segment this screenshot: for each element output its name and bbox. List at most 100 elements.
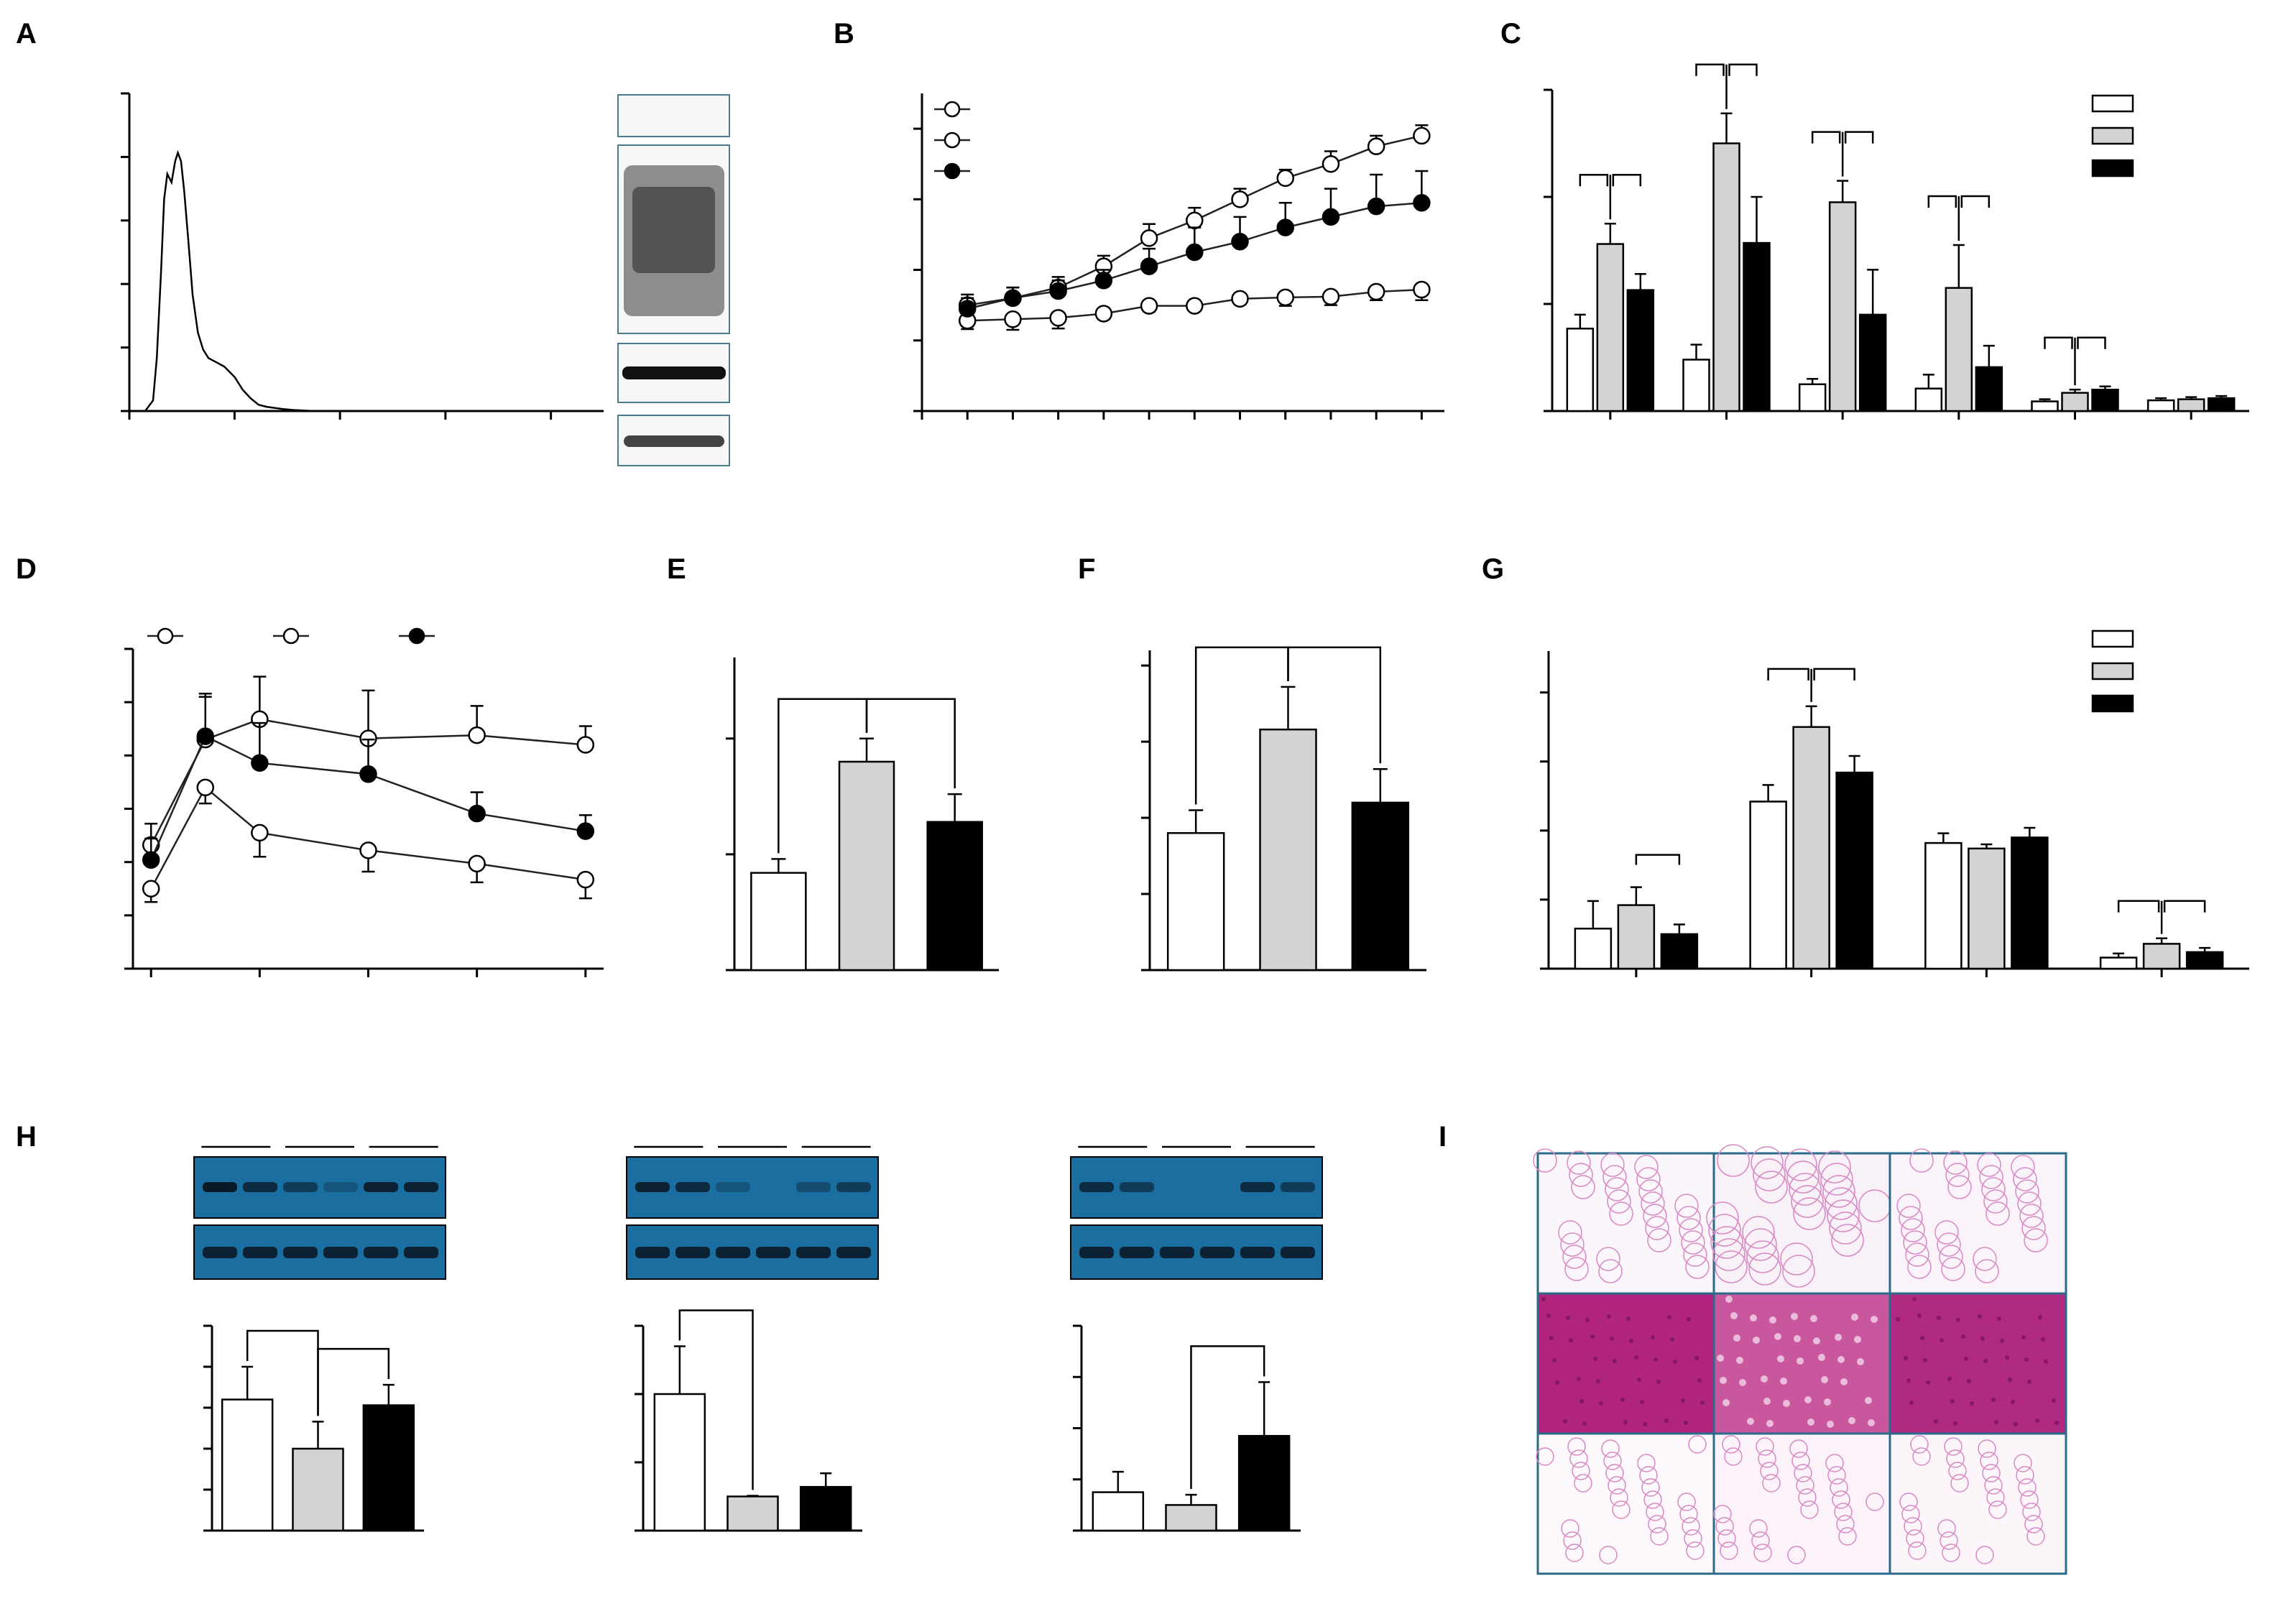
bar-ND bbox=[2099, 956, 2138, 970]
hepatocyte-texture bbox=[2052, 1398, 2056, 1403]
chart-a-particle-size bbox=[121, 92, 604, 420]
bar-HFD+Exo bbox=[2011, 836, 2049, 970]
adipocyte-outline bbox=[1683, 1242, 1707, 1267]
bar-ND bbox=[1092, 1491, 1145, 1532]
adipocyte-outline bbox=[1986, 1488, 2005, 1507]
legend-marker bbox=[944, 162, 961, 180]
chart-c-tissue-weights bbox=[1544, 63, 2249, 420]
legend-swatch bbox=[2091, 126, 2134, 145]
adipocyte-outline bbox=[1973, 1247, 1997, 1271]
adipocyte-outline bbox=[1975, 1259, 1999, 1283]
pakt-band bbox=[1281, 1182, 1315, 1192]
data-point-ND bbox=[576, 870, 595, 889]
adipocyte-outline bbox=[1676, 1206, 1701, 1230]
bar-HFD+Exo bbox=[1743, 241, 1771, 412]
adipocyte-outline bbox=[1981, 1177, 2006, 1201]
adipocyte-outline bbox=[1977, 1153, 2001, 1177]
adipocyte-outline bbox=[1831, 1224, 1864, 1257]
bar-HFD bbox=[292, 1447, 344, 1532]
bar-HFD bbox=[727, 1495, 779, 1532]
data-point-HFD+Exo bbox=[1367, 197, 1385, 216]
adipocyte-outline bbox=[1909, 1148, 1934, 1173]
bar-ND bbox=[1798, 383, 1827, 412]
sig-bracket bbox=[1635, 854, 1681, 865]
bar-ND bbox=[1682, 359, 1710, 412]
adipocyte-outline bbox=[1569, 1449, 1588, 1468]
bar-ND bbox=[1749, 801, 1787, 970]
bar-HFD+Exo bbox=[1835, 771, 1873, 970]
sig-bracket bbox=[678, 1309, 754, 1490]
bar-HFD+Exo bbox=[2091, 388, 2119, 412]
adipocyte-outline bbox=[1612, 1500, 1631, 1519]
data-point-HFD+Exo bbox=[142, 851, 160, 869]
data-point-ND bbox=[359, 841, 377, 859]
bar-HFD bbox=[1617, 904, 1656, 970]
adipocyte-outline bbox=[1948, 1462, 1967, 1480]
hepatocyte-texture bbox=[1961, 1334, 1965, 1339]
adipocyte-outline bbox=[1639, 1466, 1658, 1485]
bar-HFD+Exo bbox=[1237, 1434, 1291, 1532]
hepatocyte-texture bbox=[1700, 1401, 1705, 1405]
adipocyte-outline bbox=[1688, 1435, 1707, 1454]
sig-bracket-right bbox=[1728, 63, 1758, 76]
adipocyte-outline bbox=[1599, 1546, 1618, 1564]
data-point-HFD bbox=[576, 736, 595, 754]
hepatocyte-texture bbox=[1810, 1315, 1817, 1322]
hepatocyte-texture bbox=[1950, 1399, 1955, 1403]
hepatocyte-texture bbox=[1552, 1358, 1556, 1362]
sig-bracket-left bbox=[1767, 668, 1809, 680]
hepatocyte-texture bbox=[1766, 1420, 1774, 1427]
data-point-ND bbox=[1186, 297, 1204, 315]
hepatocyte-texture bbox=[1769, 1316, 1776, 1324]
data-point-HFD+Exo bbox=[576, 822, 595, 840]
sig-bracket bbox=[865, 698, 956, 789]
adipocyte-outline bbox=[1905, 1242, 1929, 1267]
syntenin-band bbox=[622, 366, 726, 379]
adipocyte-outline bbox=[1988, 1500, 2007, 1519]
adipocyte-outline bbox=[1715, 1250, 1748, 1283]
data-point-ND bbox=[1004, 310, 1022, 328]
adipocyte-outline bbox=[1904, 1517, 1922, 1536]
adipocyte-outline bbox=[1818, 1150, 1851, 1184]
series-line-ND bbox=[150, 785, 586, 890]
pakt-band bbox=[1240, 1182, 1275, 1192]
data-point-HFD bbox=[1413, 126, 1431, 145]
hepatocyte-texture bbox=[1739, 1379, 1746, 1386]
data-point-ND bbox=[1413, 280, 1431, 299]
akt-band bbox=[716, 1247, 750, 1258]
bar-ND bbox=[2146, 399, 2175, 412]
hepatocyte-texture bbox=[1997, 1316, 2001, 1321]
hepatocyte-texture bbox=[1777, 1355, 1784, 1362]
hepatocyte-texture bbox=[1991, 1398, 1996, 1402]
hepatocyte-texture bbox=[2011, 1400, 2015, 1404]
akt-band bbox=[404, 1247, 438, 1258]
adipocyte-outline bbox=[2013, 1167, 2037, 1191]
adipocyte-outline bbox=[1638, 1179, 1663, 1204]
adipocyte-outline bbox=[1677, 1492, 1696, 1511]
bar-HFD+Exo bbox=[1858, 313, 1887, 412]
pakt-band bbox=[203, 1182, 237, 1192]
adipocyte-outline bbox=[2021, 1216, 2046, 1240]
hepatocyte-texture bbox=[1980, 1337, 1985, 1341]
hepatocyte-texture bbox=[1610, 1337, 1614, 1341]
bar-HFD bbox=[1792, 726, 1830, 970]
data-point-HFD bbox=[1186, 211, 1204, 230]
hepatocyte-texture bbox=[1837, 1356, 1845, 1363]
adipocyte-outline bbox=[1794, 1464, 1812, 1482]
adipocyte-outline bbox=[1980, 1452, 1998, 1470]
adipocyte-outline bbox=[1910, 1435, 1929, 1454]
hepatocyte-texture bbox=[1774, 1333, 1781, 1340]
adipocyte-outline bbox=[1899, 1492, 1918, 1511]
sig-bracket-left bbox=[2117, 900, 2160, 913]
adipocyte-outline bbox=[1793, 1197, 1826, 1230]
panel-label-c: C bbox=[1500, 18, 1521, 50]
hepatocyte-texture bbox=[1871, 1316, 1878, 1323]
hepatocyte-texture bbox=[1750, 1314, 1757, 1321]
hepatocyte-texture bbox=[2035, 1418, 2039, 1423]
data-point-HFD+Exo bbox=[468, 804, 486, 823]
adipocyte-outline bbox=[1686, 1541, 1705, 1560]
hepatocyte-texture bbox=[1909, 1401, 1914, 1405]
hepatocyte-texture bbox=[1835, 1334, 1842, 1341]
adipocyte-outline bbox=[1822, 1175, 1855, 1208]
